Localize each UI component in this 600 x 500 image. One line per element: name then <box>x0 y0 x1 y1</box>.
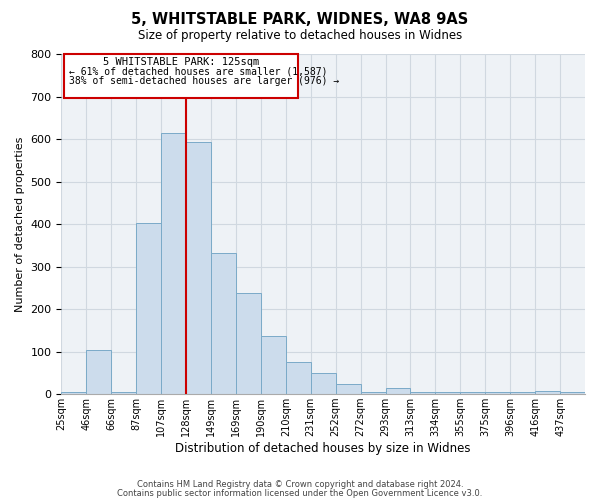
Bar <box>436 392 460 394</box>
Y-axis label: Number of detached properties: Number of detached properties <box>15 136 25 312</box>
Bar <box>311 374 335 394</box>
Text: Contains HM Land Registry data © Crown copyright and database right 2024.: Contains HM Land Registry data © Crown c… <box>137 480 463 489</box>
Bar <box>61 392 86 394</box>
Bar <box>460 392 485 394</box>
Bar <box>186 142 211 394</box>
Bar <box>386 388 410 394</box>
Text: 38% of semi-detached houses are larger (976) →: 38% of semi-detached houses are larger (… <box>69 76 339 86</box>
Bar <box>485 392 510 394</box>
Bar <box>136 223 161 394</box>
Bar <box>335 384 361 394</box>
Bar <box>111 392 136 394</box>
Bar <box>161 132 186 394</box>
Text: 5, WHITSTABLE PARK, WIDNES, WA8 9AS: 5, WHITSTABLE PARK, WIDNES, WA8 9AS <box>131 12 469 28</box>
Bar <box>261 336 286 394</box>
Bar <box>86 350 111 394</box>
Text: Contains public sector information licensed under the Open Government Licence v3: Contains public sector information licen… <box>118 489 482 498</box>
Bar <box>510 392 535 394</box>
FancyBboxPatch shape <box>64 54 298 98</box>
Bar <box>211 252 236 394</box>
Text: 5 WHITSTABLE PARK: 125sqm: 5 WHITSTABLE PARK: 125sqm <box>103 57 259 67</box>
Bar <box>535 391 560 394</box>
Bar <box>236 294 261 394</box>
Bar <box>286 362 311 394</box>
Bar <box>560 392 585 394</box>
Text: Size of property relative to detached houses in Widnes: Size of property relative to detached ho… <box>138 29 462 42</box>
X-axis label: Distribution of detached houses by size in Widnes: Distribution of detached houses by size … <box>175 442 471 455</box>
Text: ← 61% of detached houses are smaller (1,587): ← 61% of detached houses are smaller (1,… <box>69 67 328 77</box>
Bar <box>361 392 386 394</box>
Bar <box>410 392 436 394</box>
